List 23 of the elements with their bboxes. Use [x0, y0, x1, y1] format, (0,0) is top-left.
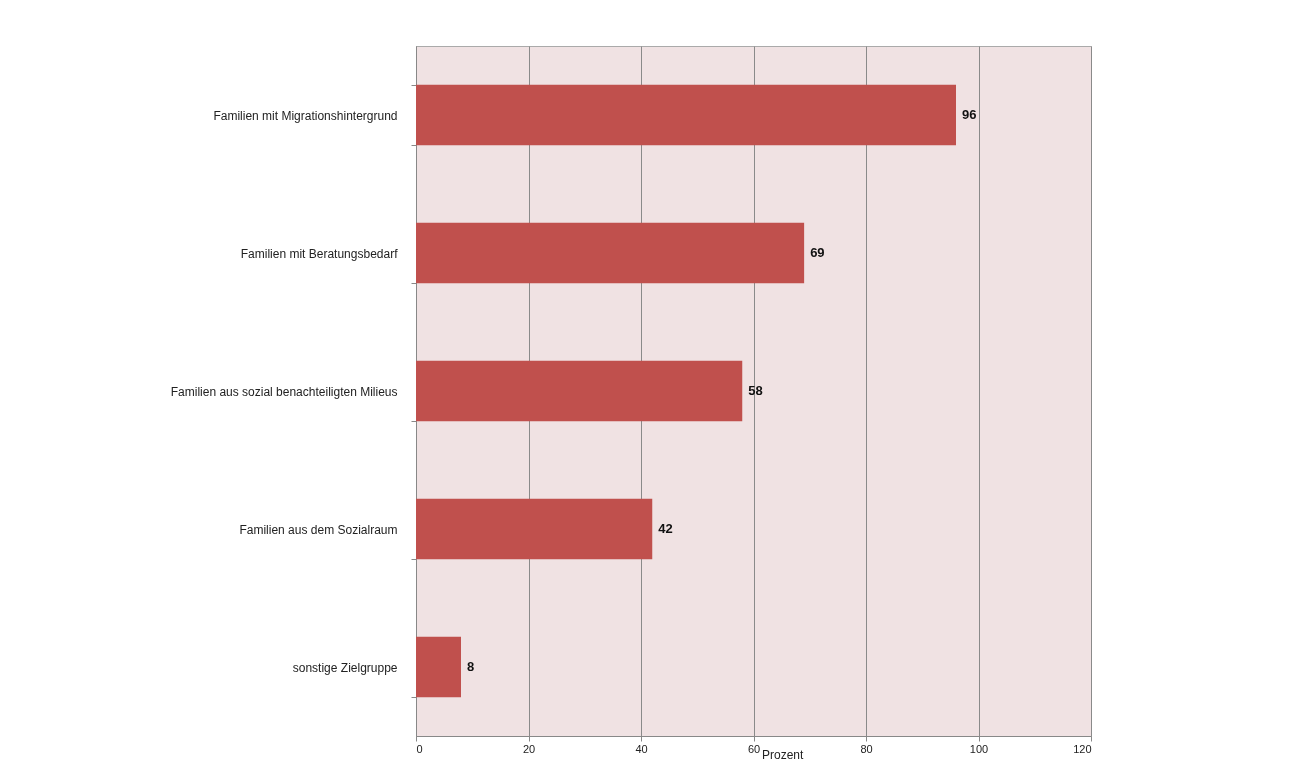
y-tick-label: Familien aus sozial benachteiligten Milieus — [170, 384, 398, 399]
data-label: 42 — [658, 521, 673, 536]
x-axis-title: Prozent — [762, 747, 805, 762]
data-label: 96 — [962, 107, 977, 122]
x-tick-label: 20 — [522, 742, 536, 755]
data-label: 69 — [810, 245, 825, 260]
x-tick-label: 120 — [1073, 742, 1092, 755]
bar — [416, 84, 956, 146]
bar — [416, 636, 461, 698]
bar — [416, 222, 805, 284]
y-tick-label: sonstige Zielgruppe — [292, 660, 398, 675]
data-label: 8 — [467, 659, 475, 674]
y-tick-label: Familien aus dem Sozialraum — [239, 522, 398, 537]
x-tick-label: 80 — [860, 742, 873, 755]
data-label: 58 — [748, 383, 763, 398]
x-tick-label: 100 — [969, 742, 989, 755]
y-tick-label: Familien mit Migrationshintergrund — [213, 108, 398, 123]
bar — [416, 498, 653, 560]
x-tick-label: 0 — [416, 742, 423, 755]
x-tick-label: 60 — [747, 742, 761, 755]
x-tick-label: 40 — [635, 742, 648, 755]
bar — [416, 360, 743, 422]
y-tick-label: Familien mit Beratungsbedarf — [240, 246, 399, 261]
